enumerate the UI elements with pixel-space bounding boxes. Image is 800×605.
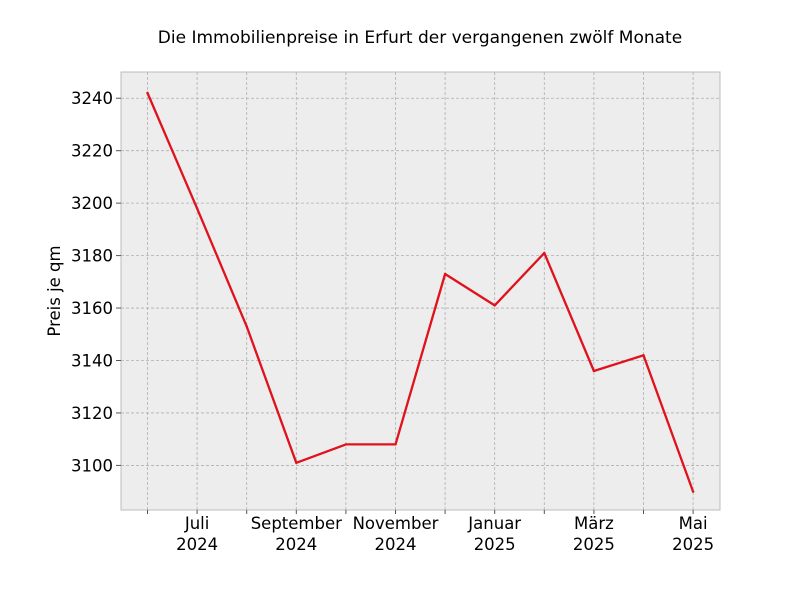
price-data-point: [642, 354, 645, 357]
y-tick-label: 3200: [71, 194, 113, 213]
price-data-point: [295, 461, 298, 464]
x-tick-label-month: Juli: [184, 514, 210, 533]
y-tick-label: 3120: [71, 404, 113, 423]
x-tick-label-month: Mai: [679, 514, 708, 533]
price-data-point: [592, 369, 596, 373]
grid-layer: [121, 72, 720, 510]
x-tick-label-month: November: [353, 514, 439, 533]
y-tick-label: 3220: [71, 142, 113, 161]
tick-layer: [116, 97, 694, 514]
tick-label-layer: 3100 3120 3140 3160 3180 3200 3220 3240 Juli 2024…: [71, 89, 714, 554]
price-data-point: [245, 325, 248, 328]
x-tick-label-year: 2025: [573, 535, 615, 554]
price-data-point: [493, 304, 496, 307]
x-tick-label-month: März: [574, 514, 614, 533]
y-tick-label: 3100: [71, 456, 113, 475]
x-tick-label-year: 2025: [672, 535, 714, 554]
y-tick-label: 3240: [71, 89, 113, 108]
price-data-point: [543, 251, 546, 255]
price-data-point: [443, 272, 447, 276]
y-tick-label: 3180: [71, 247, 113, 266]
x-tick-label-year: 2024: [176, 535, 218, 554]
price-data-point: [195, 207, 199, 210]
x-tick-label-year: 2025: [474, 535, 516, 554]
y-axis-label: Preis je qm: [45, 245, 64, 336]
y-tick-label: 3160: [71, 299, 113, 318]
y-tick-label: 3140: [71, 352, 113, 371]
x-tick-label-month: September: [251, 514, 342, 533]
series-layer: [146, 91, 695, 493]
chart-title: Die Immobilienpreise in Erfurt der verga…: [158, 28, 682, 48]
x-tick-label-year: 2024: [375, 535, 417, 554]
price-data-point: [394, 443, 397, 446]
price-series-line: [146, 91, 695, 493]
price-data-point: [344, 443, 348, 446]
price-data-point: [691, 490, 695, 493]
plot-area: [120, 71, 721, 511]
x-tick-label-year: 2024: [275, 535, 317, 554]
x-tick-label-month: Januar: [467, 514, 521, 533]
price-data-point: [146, 91, 149, 95]
